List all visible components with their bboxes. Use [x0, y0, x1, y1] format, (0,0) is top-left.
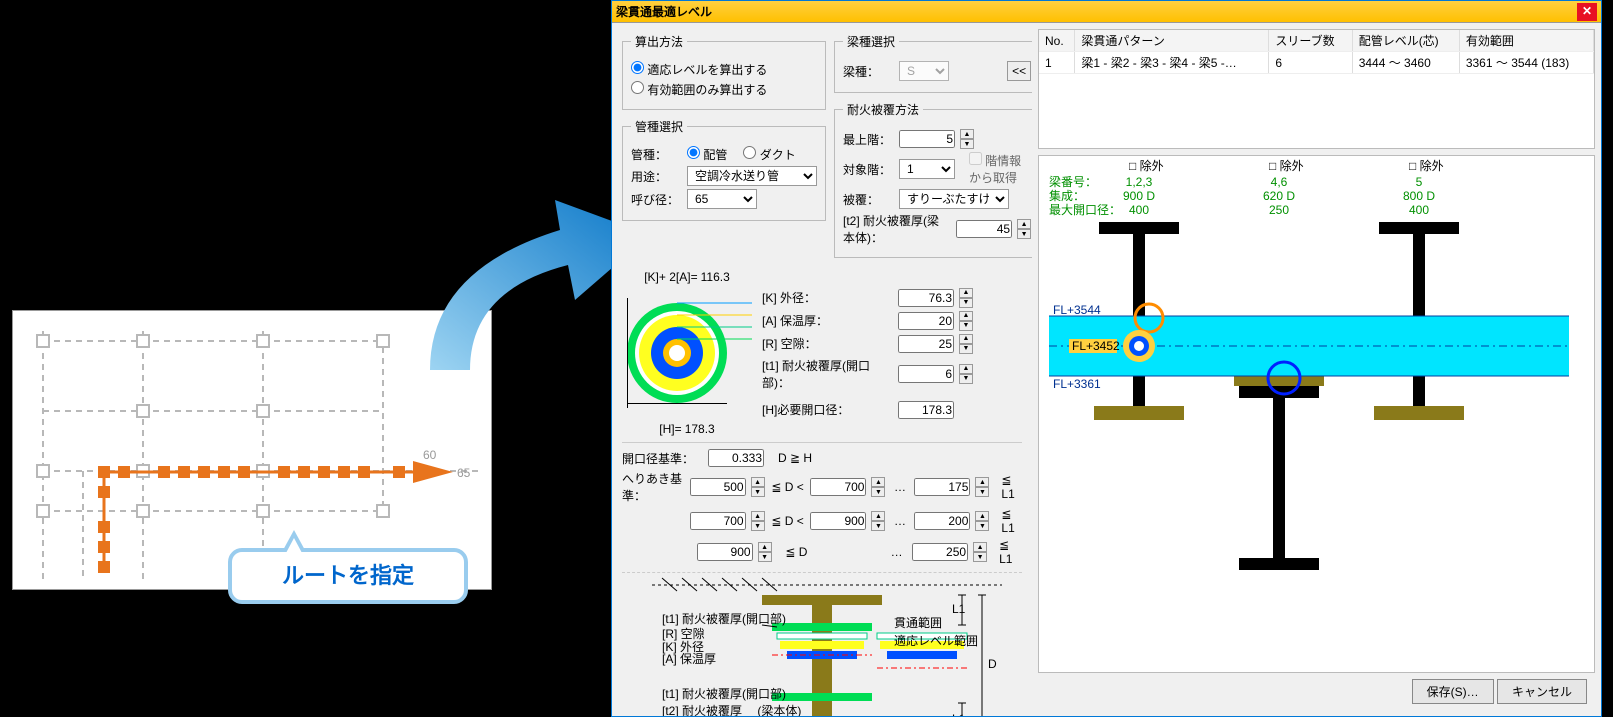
svg-text:60: 60	[423, 448, 437, 462]
save-button[interactable]: 保存(S)…	[1412, 679, 1494, 704]
h2-label: [H]必要開口径：	[762, 401, 892, 418]
svg-text:250: 250	[1269, 203, 1289, 217]
fire-t2-input[interactable]	[956, 220, 1012, 238]
svg-text:L1: L1	[952, 712, 966, 716]
route-callout: ルートを指定	[228, 548, 468, 604]
svg-text:620 D: 620 D	[1263, 189, 1295, 203]
calc-opt-level[interactable]: 適応レベルを算出する	[631, 61, 767, 78]
svg-text:[t1] 耐火被覆厚(開口部): [t1] 耐火被覆厚(開口部)	[662, 611, 786, 626]
dialog-title: 梁貫通最適レベル	[616, 3, 712, 20]
opening-std-label: 開口径基準：	[622, 450, 702, 467]
pipe-cross-diagram	[622, 288, 752, 418]
k-input[interactable]	[898, 289, 954, 307]
h-label: [H]=	[659, 422, 681, 436]
calc-method-group: 算出方法 適応レベルを算出する 有効範囲のみ算出する	[622, 33, 826, 110]
svg-text:400: 400	[1129, 203, 1149, 217]
svg-text:FL+3544: FL+3544	[1053, 303, 1101, 317]
svg-text:800 D: 800 D	[1403, 189, 1435, 203]
beam-group: 梁種選択 梁種： S <<	[834, 33, 1032, 93]
svg-text:梁番号：: 梁番号：	[1049, 174, 1097, 189]
svg-text:□ 除外: □ 除外	[1269, 158, 1304, 173]
t1-input[interactable]	[898, 365, 954, 383]
section-diagram: D L1L1 [t1] 耐火被覆厚(開口部) [R] 空隙 [K] 外径 [A]…	[622, 572, 1022, 716]
svg-text:貫通範囲: 貫通範囲	[894, 615, 942, 630]
r-label: [R] 空隙：	[762, 335, 892, 352]
svg-text:1,2,3: 1,2,3	[1126, 175, 1153, 189]
beam-kind-label: 梁種：	[843, 63, 893, 80]
k-label: [K] 外径：	[762, 289, 892, 306]
pipe-use-select[interactable]: 空調冷水送り管	[687, 166, 817, 186]
fire-cover-select[interactable]: すりーぶたすけ	[899, 189, 1009, 209]
fire-top-input[interactable]	[899, 130, 955, 148]
floor-info-chk[interactable]: 階情報 から取得	[969, 152, 1021, 186]
fire-group: 耐火被覆方法 最上階： ▲▼ 対象階： 1 階情報 から取得 被覆： すりーぶた…	[834, 101, 1032, 258]
h2-output	[898, 401, 954, 419]
beam-legend: 梁種選択	[843, 33, 899, 50]
pipe-dia-select[interactable]: 65	[687, 189, 757, 209]
svg-text:FL+3452: FL+3452	[1072, 339, 1120, 353]
dialog-window: 梁貫通最適レベル ✕ 算出方法 適応レベルを算出する 有効範囲のみ算出する 管種…	[611, 0, 1602, 717]
svg-text:最大開口径：: 最大開口径：	[1049, 203, 1121, 217]
fire-target-select[interactable]: 1	[899, 159, 955, 179]
svg-text:D: D	[988, 657, 997, 671]
pipe-dia-label: 呼び径：	[631, 191, 681, 208]
calc-legend: 算出方法	[631, 33, 687, 50]
preview-area[interactable]: 梁番号：集成：最大開口径：□ 除外1,2,3900 D400□ 除外4,6620…	[1038, 155, 1595, 673]
svg-text:適応レベル範囲: 適応レベル範囲	[894, 633, 978, 648]
titlebar: 梁貫通最適レベル ✕	[612, 1, 1601, 23]
pipe-kind-duct[interactable]: ダクト	[743, 146, 795, 163]
svg-text:[R] 空隙: [R] 空隙	[662, 627, 705, 641]
fire-cover-label: 被覆：	[843, 191, 893, 208]
a-input[interactable]	[898, 312, 954, 330]
h-value: 178.3	[685, 422, 715, 436]
pipe-use-label: 用途：	[631, 168, 681, 185]
collapse-button[interactable]: <<	[1007, 61, 1031, 81]
svg-text:FL+3361: FL+3361	[1053, 377, 1101, 391]
left-panel: 算出方法 適応レベルを算出する 有効範囲のみ算出する 管種選択 管種： 配管 ダ…	[612, 23, 1032, 716]
pipe-kind-pipe[interactable]: 配管	[687, 146, 727, 163]
svg-text:□ 除外: □ 除外	[1129, 158, 1164, 173]
fire-legend: 耐火被覆方法	[843, 101, 923, 118]
a-label: [A] 保温厚：	[762, 312, 892, 329]
pipe-legend: 管種選択	[631, 118, 687, 135]
svg-text:900 D: 900 D	[1123, 189, 1155, 203]
fire-top-label: 最上階：	[843, 131, 893, 148]
pipe-kind-label: 管種：	[631, 146, 681, 163]
fire-t2-label: [t2] 耐火被覆厚(梁本体)：	[843, 212, 950, 246]
svg-text:[t2] 耐火被覆厚 (梁本体): [t2] 耐火被覆厚 (梁本体)	[662, 703, 801, 716]
t1-label: [t1] 耐火被覆厚(開口部)：	[762, 357, 892, 391]
r-input[interactable]	[898, 335, 954, 353]
svg-text:集成：: 集成：	[1049, 188, 1085, 203]
svg-text:□ 除外: □ 除外	[1409, 158, 1444, 173]
svg-text:5: 5	[1416, 175, 1423, 189]
cancel-button[interactable]: キャンセル	[1497, 679, 1587, 704]
fire-target-label: 対象階：	[843, 161, 893, 178]
svg-text:[A] 保温厚: [A] 保温厚	[662, 652, 716, 666]
result-table[interactable]: No.梁貫通パターンスリーブ数配管レベル(芯)有効範囲 1梁1 - 梁2 - 梁…	[1038, 29, 1595, 149]
svg-text:L1: L1	[952, 602, 966, 616]
svg-text:65: 65	[457, 466, 471, 480]
right-panel: No.梁貫通パターンスリーブ数配管レベル(芯)有効範囲 1梁1 - 梁2 - 梁…	[1032, 23, 1601, 716]
opening-std-input[interactable]	[708, 449, 764, 467]
close-button[interactable]: ✕	[1577, 3, 1597, 21]
svg-text:400: 400	[1409, 203, 1429, 217]
beam-kind-select[interactable]: S	[899, 61, 949, 81]
ka-label: [K]+ 2[A]=	[644, 270, 697, 284]
opening-std-suffix: D ≧ H	[778, 451, 812, 465]
pipe-group: 管種選択 管種： 配管 ダクト 用途： 空調冷水送り管 呼び径： 65	[622, 118, 826, 221]
ka-value: 116.3	[701, 270, 730, 284]
svg-text:[t1] 耐火被覆厚(開口部): [t1] 耐火被覆厚(開口部)	[662, 686, 786, 701]
svg-text:4,6: 4,6	[1271, 175, 1288, 189]
calc-opt-range[interactable]: 有効範囲のみ算出する	[631, 81, 767, 98]
